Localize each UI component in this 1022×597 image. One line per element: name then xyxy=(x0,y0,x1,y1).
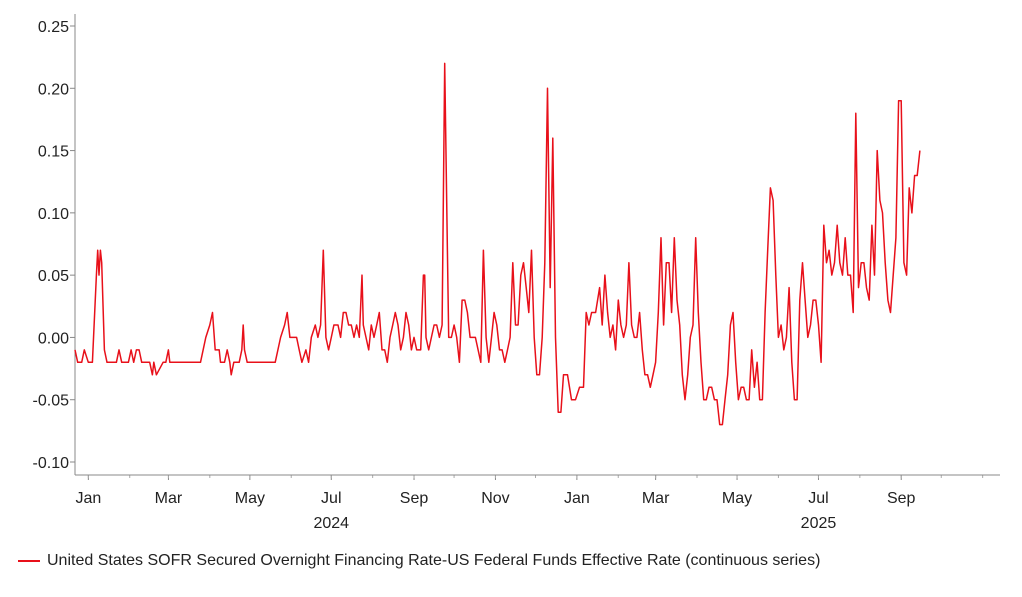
y-tick-label: -0.10 xyxy=(33,455,70,472)
x-tick-label: Nov xyxy=(481,490,509,507)
y-tick-label: 0.05 xyxy=(38,268,69,285)
y-tick-label: 0.25 xyxy=(38,19,69,36)
x-tick-label: Sep xyxy=(400,490,429,507)
x-year-label: 2024 xyxy=(313,515,349,532)
x-tick-label: Jul xyxy=(808,490,828,507)
legend-swatch xyxy=(18,560,40,562)
x-tick-label: Mar xyxy=(642,490,670,507)
y-tick-label: 0.20 xyxy=(38,81,69,98)
x-year-label: 2025 xyxy=(801,515,837,532)
x-tick-label: Mar xyxy=(155,490,183,507)
y-tick-label: 0.10 xyxy=(38,206,69,223)
x-axis-ticks: Jan Mar May Jul Sep Nov Jan Mar May Jul Sep xyxy=(75,475,984,507)
x-tick-label: Jan xyxy=(564,490,590,507)
x-tick-label: Jul xyxy=(321,490,341,507)
y-tick-label: 0.15 xyxy=(38,144,69,161)
legend: United States SOFR Secured Overnight Fin… xyxy=(18,552,820,570)
x-tick-label: May xyxy=(235,490,265,507)
legend-label: United States SOFR Secured Overnight Fin… xyxy=(47,552,821,569)
y-tick-label: 0.00 xyxy=(38,330,69,347)
y-axis-ticks: 0.25 0.20 0.15 0.10 0.05 0.00 -0.05 -0.10 xyxy=(33,19,75,472)
x-tick-label: May xyxy=(722,490,752,507)
x-tick-label: Sep xyxy=(887,490,916,507)
y-tick-label: -0.05 xyxy=(33,393,70,410)
x-axis-year-labels: 2024 2025 xyxy=(313,515,836,532)
series-line xyxy=(74,62,921,426)
x-tick-label: Jan xyxy=(75,490,101,507)
